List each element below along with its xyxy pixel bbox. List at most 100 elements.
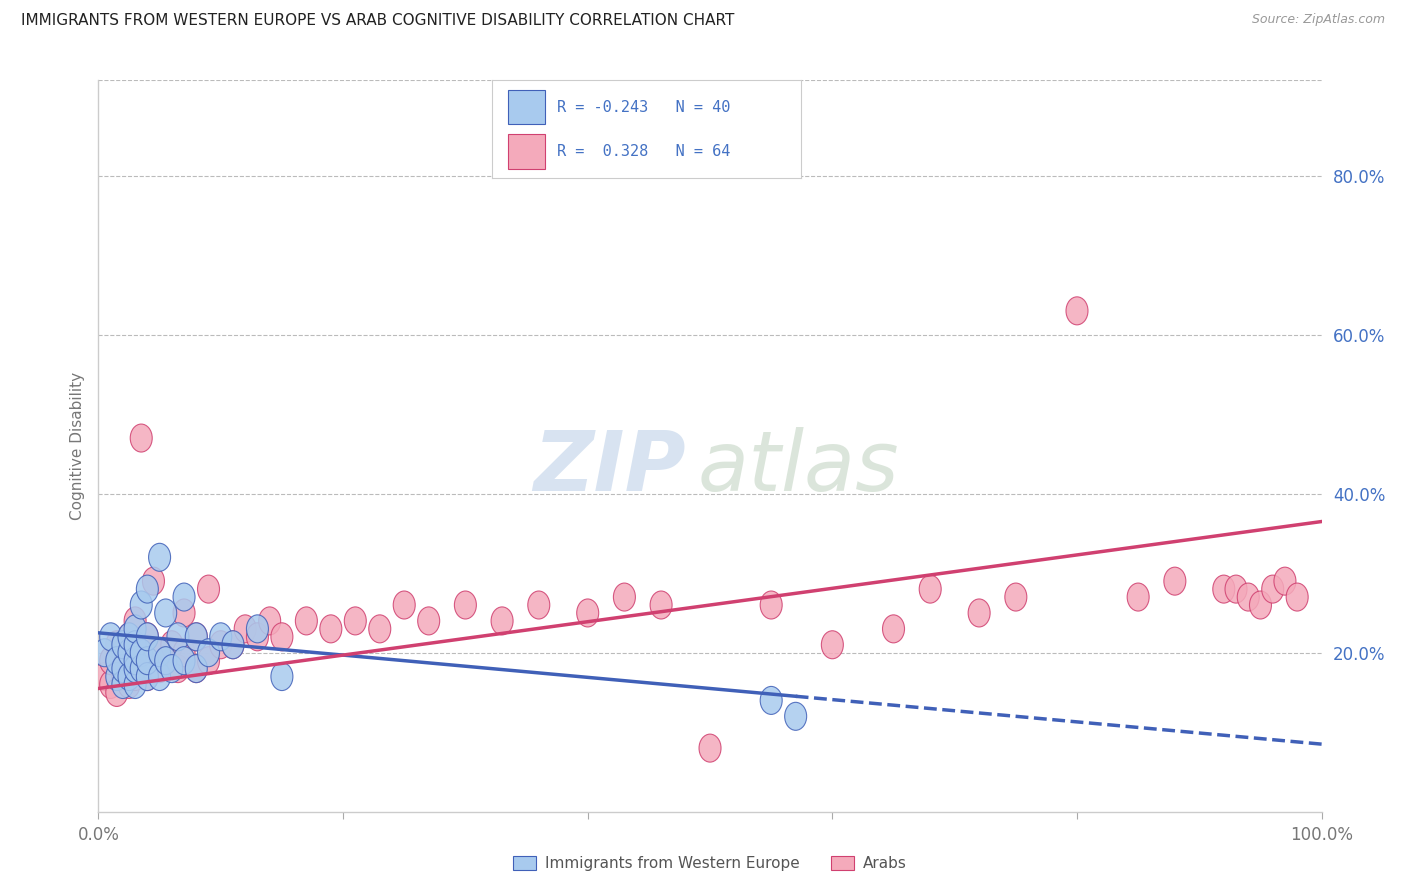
Ellipse shape: [235, 615, 256, 643]
Ellipse shape: [131, 655, 152, 682]
Ellipse shape: [155, 599, 177, 627]
Ellipse shape: [118, 623, 141, 651]
Ellipse shape: [454, 591, 477, 619]
Ellipse shape: [1213, 575, 1234, 603]
Ellipse shape: [100, 623, 122, 651]
Ellipse shape: [149, 639, 170, 666]
Ellipse shape: [149, 543, 170, 571]
Ellipse shape: [94, 663, 115, 690]
Ellipse shape: [124, 671, 146, 698]
Ellipse shape: [1066, 297, 1088, 325]
Ellipse shape: [167, 623, 188, 651]
Text: IMMIGRANTS FROM WESTERN EUROPE VS ARAB COGNITIVE DISABILITY CORRELATION CHART: IMMIGRANTS FROM WESTERN EUROPE VS ARAB C…: [21, 13, 734, 29]
Ellipse shape: [124, 607, 146, 635]
Text: Source: ZipAtlas.com: Source: ZipAtlas.com: [1251, 13, 1385, 27]
Ellipse shape: [785, 702, 807, 731]
Ellipse shape: [186, 655, 207, 682]
Y-axis label: Cognitive Disability: Cognitive Disability: [69, 372, 84, 520]
Ellipse shape: [155, 647, 177, 674]
Ellipse shape: [124, 655, 146, 682]
Ellipse shape: [222, 631, 245, 659]
Ellipse shape: [576, 599, 599, 627]
Ellipse shape: [1237, 583, 1260, 611]
Ellipse shape: [131, 639, 152, 666]
Ellipse shape: [186, 623, 207, 651]
Ellipse shape: [131, 591, 152, 619]
Ellipse shape: [149, 639, 170, 666]
Ellipse shape: [131, 655, 152, 682]
Ellipse shape: [491, 607, 513, 635]
Ellipse shape: [222, 631, 245, 659]
Ellipse shape: [100, 647, 122, 674]
Ellipse shape: [124, 631, 146, 659]
Ellipse shape: [160, 631, 183, 659]
Ellipse shape: [527, 591, 550, 619]
Ellipse shape: [136, 647, 159, 674]
Ellipse shape: [149, 663, 170, 690]
Ellipse shape: [136, 575, 159, 603]
Ellipse shape: [160, 655, 183, 682]
Ellipse shape: [112, 671, 134, 698]
Ellipse shape: [761, 687, 782, 714]
Ellipse shape: [124, 615, 146, 643]
Ellipse shape: [136, 663, 159, 690]
Ellipse shape: [883, 615, 904, 643]
Ellipse shape: [650, 591, 672, 619]
Ellipse shape: [271, 623, 292, 651]
FancyBboxPatch shape: [508, 90, 544, 124]
Legend: Immigrants from Western Europe, Arabs: Immigrants from Western Europe, Arabs: [508, 850, 912, 877]
Ellipse shape: [259, 607, 281, 635]
Ellipse shape: [118, 671, 141, 698]
FancyBboxPatch shape: [508, 134, 544, 169]
Ellipse shape: [155, 647, 177, 674]
Ellipse shape: [197, 639, 219, 666]
Ellipse shape: [699, 734, 721, 762]
Ellipse shape: [295, 607, 318, 635]
Ellipse shape: [368, 615, 391, 643]
Ellipse shape: [613, 583, 636, 611]
Text: R = -0.243   N = 40: R = -0.243 N = 40: [557, 100, 731, 115]
Ellipse shape: [112, 655, 134, 682]
Ellipse shape: [124, 647, 146, 674]
Ellipse shape: [118, 663, 141, 690]
Ellipse shape: [118, 623, 141, 651]
Ellipse shape: [100, 671, 122, 698]
Ellipse shape: [105, 647, 128, 674]
Ellipse shape: [344, 607, 367, 635]
Ellipse shape: [418, 607, 440, 635]
Ellipse shape: [197, 575, 219, 603]
Ellipse shape: [761, 591, 782, 619]
Ellipse shape: [186, 655, 207, 682]
Ellipse shape: [1128, 583, 1149, 611]
Ellipse shape: [112, 631, 134, 659]
Ellipse shape: [1286, 583, 1308, 611]
Ellipse shape: [271, 663, 292, 690]
Ellipse shape: [136, 623, 159, 651]
Text: atlas: atlas: [697, 427, 900, 508]
Text: ZIP: ZIP: [533, 427, 686, 508]
Ellipse shape: [1005, 583, 1026, 611]
Ellipse shape: [1250, 591, 1271, 619]
Ellipse shape: [136, 623, 159, 651]
Ellipse shape: [246, 615, 269, 643]
Ellipse shape: [1261, 575, 1284, 603]
Ellipse shape: [124, 647, 146, 674]
Ellipse shape: [105, 663, 128, 690]
Ellipse shape: [319, 615, 342, 643]
Ellipse shape: [173, 639, 195, 666]
Ellipse shape: [209, 631, 232, 659]
Ellipse shape: [94, 639, 115, 666]
Ellipse shape: [821, 631, 844, 659]
Ellipse shape: [173, 599, 195, 627]
Ellipse shape: [167, 655, 188, 682]
Ellipse shape: [136, 647, 159, 674]
Ellipse shape: [209, 623, 232, 651]
Ellipse shape: [131, 424, 152, 452]
Ellipse shape: [173, 647, 195, 674]
Text: R =  0.328   N = 64: R = 0.328 N = 64: [557, 144, 731, 159]
Ellipse shape: [112, 639, 134, 666]
Ellipse shape: [1274, 567, 1296, 595]
Ellipse shape: [136, 663, 159, 690]
Ellipse shape: [124, 663, 146, 690]
Ellipse shape: [105, 679, 128, 706]
